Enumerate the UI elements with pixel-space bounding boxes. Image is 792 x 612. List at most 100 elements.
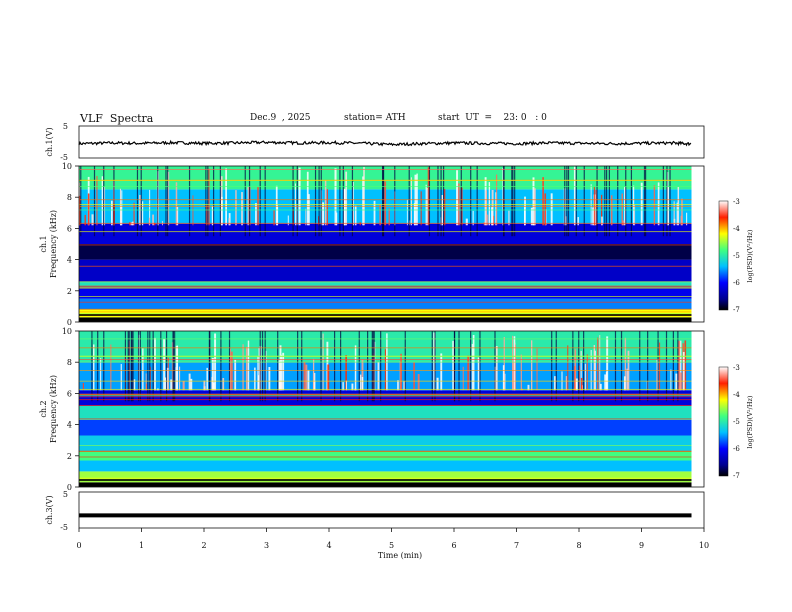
freq-tick-label: 4	[67, 421, 72, 430]
spectrogram-streak	[246, 346, 248, 391]
spectrogram-streak	[520, 354, 522, 391]
spectrogram-narrowband	[79, 445, 692, 447]
spectrogram-streak	[360, 374, 362, 391]
spectrogram-streak	[148, 217, 150, 226]
ch3-ylabel: ch.3(V)	[45, 495, 54, 524]
time-axis-label: Time (min)	[378, 551, 422, 560]
spectrogram-narrowband	[79, 265, 692, 267]
spectrogram-narrowband	[79, 399, 692, 401]
spectrogram-streak	[175, 345, 178, 391]
spectrogram-streak	[503, 337, 505, 391]
spectrogram-streak	[145, 383, 147, 391]
spectrogram-streak	[633, 185, 635, 226]
spectrogram-streak	[456, 170, 459, 226]
spectrogram-streak	[142, 348, 144, 391]
spectrogram-streak	[606, 336, 609, 391]
spectrogram-narrowband	[79, 285, 692, 287]
spectrogram-dark-streak	[130, 331, 132, 402]
spectrogram-streak	[255, 203, 257, 226]
spectrogram-streak	[433, 332, 436, 391]
spectrogram-streak	[182, 380, 185, 391]
ch2-spectrogram-channel: ch.2	[39, 400, 48, 417]
spectrogram-streak	[352, 181, 354, 226]
spectrogram-streak	[532, 177, 535, 226]
spectrogram-band	[79, 390, 692, 406]
spectrogram-streak	[601, 216, 603, 226]
spectrogram-streak	[303, 361, 306, 391]
spectrogram-streak	[403, 381, 406, 391]
spectrogram-streak	[230, 348, 231, 391]
spectrogram-streak	[228, 218, 230, 226]
spectrogram-dark-streak	[248, 166, 251, 237]
spectrogram-dark-streak	[219, 166, 221, 237]
spectrogram-streak	[565, 376, 568, 391]
spectrogram-streak	[440, 353, 443, 391]
spectrogram-narrowband	[79, 395, 692, 396]
spectrogram-dark-streak	[97, 331, 99, 402]
freq-tick-label: 6	[67, 224, 72, 233]
spectrogram-streak	[670, 369, 672, 391]
spectrogram-streak	[621, 193, 623, 226]
spectrogram-streak	[312, 358, 315, 391]
spectrogram-streak	[361, 376, 364, 391]
ch1-trace	[78, 139, 692, 147]
spectrogram-dark-streak	[431, 331, 433, 402]
spectrogram-narrowband	[79, 418, 692, 420]
spectrogram-streak	[120, 206, 122, 226]
spectrogram-streak	[673, 201, 675, 226]
station-label: station= ATH	[344, 113, 406, 123]
spectrogram-dark-streak	[127, 331, 129, 402]
spectrogram-streak	[345, 380, 347, 391]
spectrogram-streak	[211, 205, 214, 226]
spectrogram-streak	[675, 373, 678, 391]
spectrogram-streak	[659, 342, 661, 391]
spectrogram-band	[79, 405, 692, 420]
spectrogram-dark-streak	[91, 331, 93, 402]
ch1-line-panel: 5 -5 ch.1(V)	[45, 122, 705, 162]
spectrogram-dark-streak	[596, 166, 598, 237]
spectrogram-streak	[281, 354, 283, 391]
spectrogram-dark-streak	[460, 166, 462, 237]
spectrogram-streak	[257, 355, 259, 391]
spectrogram-streak	[166, 367, 169, 391]
spectrogram-streak	[512, 335, 514, 391]
spectrogram-dark-streak	[608, 166, 610, 237]
spectrogram-dark-streak	[394, 166, 396, 237]
spectrogram-streak	[222, 377, 225, 391]
spectrogram-streak	[678, 340, 681, 391]
colorbar-ch2-tick: -7	[733, 472, 740, 480]
ch1-ytick-bottom: -5	[60, 153, 68, 162]
spectrogram-streak	[93, 344, 95, 391]
spectrogram-streak	[485, 190, 488, 226]
spectrogram-streak	[225, 168, 228, 226]
spectrogram-streak	[111, 200, 113, 226]
freq-tick-label: 6	[67, 389, 72, 398]
spectrogram-dark-streak	[437, 166, 439, 237]
spectrogram-streak	[578, 365, 580, 391]
spectrogram-streak	[512, 361, 515, 391]
spectrogram-streak	[175, 182, 178, 226]
time-tick-label: 2	[201, 541, 206, 550]
spectrogram-streak	[141, 201, 144, 226]
spectrogram-dark-streak	[205, 166, 207, 237]
colorbar-ch1-scale	[718, 200, 729, 311]
ch1-ylabel: ch.1(V)	[45, 127, 54, 156]
spectrogram-streak	[334, 168, 337, 226]
colorbar-ch2-tick: -6	[733, 445, 740, 453]
spectrogram-streak	[397, 380, 399, 391]
spectrogram-streak	[493, 215, 495, 226]
spectrogram-dark-streak	[382, 166, 384, 237]
spectrogram-dark-streak	[172, 331, 174, 402]
spectrogram-streak	[305, 364, 308, 391]
spectrogram-dark-streak	[367, 331, 369, 402]
ch3-ytick-top: 5	[63, 490, 68, 499]
spectrogram-band	[79, 298, 692, 310]
spectrogram-narrowband	[79, 380, 692, 382]
spectrogram-narrowband	[79, 308, 692, 310]
spectrogram-narrowband	[79, 393, 692, 395]
spectrogram-streak	[554, 376, 557, 391]
freq-tick-label: 10	[62, 162, 72, 171]
spectrogram-narrowband	[79, 287, 692, 289]
spectrogram-dark-streak	[453, 331, 456, 402]
